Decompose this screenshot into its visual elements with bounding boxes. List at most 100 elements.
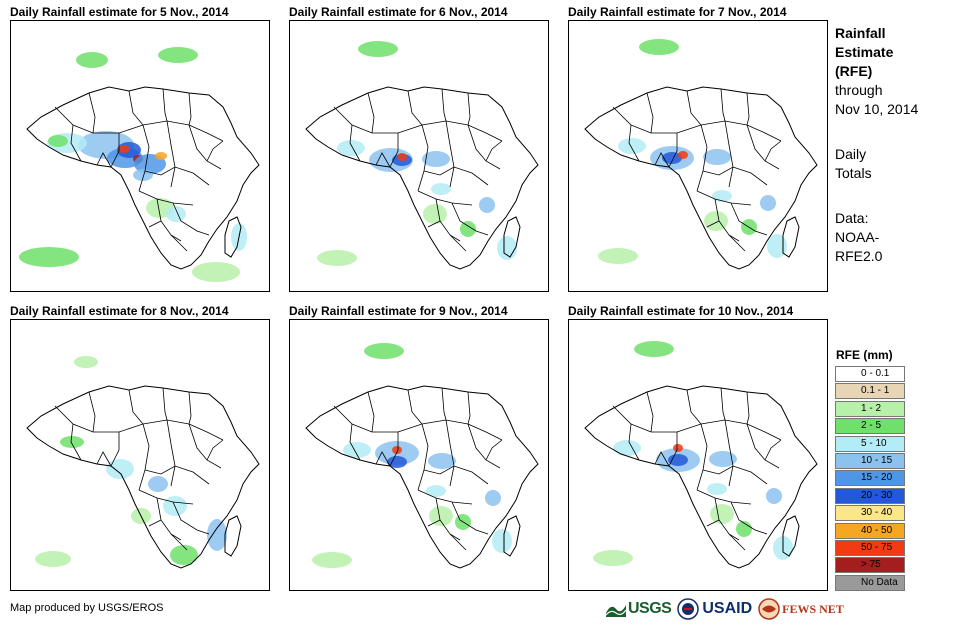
usgs-logo: USGS	[606, 600, 672, 618]
country-border	[138, 190, 194, 206]
legend-swatch	[835, 470, 905, 487]
rainfall-area	[155, 152, 167, 160]
country-border	[702, 166, 768, 186]
rainfall-area	[429, 506, 453, 526]
legend-label: 1 - 2	[861, 402, 882, 414]
country-border	[389, 133, 399, 168]
madagascar-outline	[224, 515, 242, 557]
africa-coastline	[584, 86, 818, 270]
rainfall-area	[593, 550, 633, 566]
rainfall-map	[26, 356, 260, 569]
rainfall-area	[19, 247, 79, 267]
country-border	[451, 202, 489, 236]
country-border	[162, 387, 168, 421]
country-border	[467, 92, 503, 142]
rainfall-area	[337, 140, 365, 156]
country-border	[696, 489, 752, 505]
rainfall-area	[704, 211, 728, 231]
rainfall-area	[74, 356, 98, 368]
side-info: Rainfall Estimate (RFE) through Nov 10, …	[835, 24, 965, 280]
country-border	[156, 198, 182, 242]
rainfall-area	[673, 444, 683, 452]
country-border	[449, 234, 467, 252]
country-border	[148, 519, 162, 527]
country-border	[138, 423, 150, 491]
rainfall-area	[497, 236, 517, 260]
map-panel-5-nov	[10, 20, 270, 292]
country-border	[764, 439, 782, 461]
country-border	[445, 419, 455, 487]
country-border	[188, 391, 224, 441]
legend-label: 30 - 40	[861, 507, 893, 519]
country-border	[188, 423, 222, 469]
country-border	[128, 90, 144, 126]
country-border	[206, 439, 224, 461]
country-border	[445, 120, 455, 188]
country-border	[96, 451, 112, 467]
country-border	[435, 497, 461, 541]
usaid-logo-text: USAID	[702, 600, 753, 617]
map-panel-10-nov	[568, 319, 828, 591]
madagascar-outline	[782, 515, 800, 557]
country-border	[54, 106, 190, 134]
rainfall-area	[48, 135, 68, 147]
map-panel-7-nov	[568, 20, 828, 292]
country-border	[70, 423, 82, 461]
country-border	[417, 423, 429, 491]
rainfall-area	[431, 183, 451, 195]
rainfall-area	[710, 504, 734, 524]
rainfall-area	[423, 204, 447, 224]
rainfall-map	[305, 343, 539, 569]
rainfall-area	[736, 521, 752, 537]
legend-swatch	[835, 522, 905, 539]
country-border	[389, 432, 399, 467]
country-border	[54, 405, 190, 433]
country-border	[417, 124, 429, 192]
side-title-line3: (RFE)	[835, 63, 873, 79]
legend-label: 5 - 10	[861, 437, 887, 449]
country-border	[70, 124, 82, 162]
country-border	[349, 124, 361, 162]
country-border	[88, 92, 96, 134]
rainfall-area	[598, 248, 638, 264]
country-border	[746, 391, 782, 441]
country-border	[188, 124, 222, 170]
rainfall-area	[460, 221, 476, 237]
legend-swatch	[835, 400, 905, 417]
rainfall-area	[767, 234, 787, 258]
rainfall-area	[35, 551, 71, 567]
legend-label: 50 - 75	[861, 541, 893, 553]
legend-label: 2 - 5	[861, 420, 882, 432]
side-daily: Daily	[835, 146, 867, 162]
country-border	[696, 423, 708, 491]
side-title-line1: Rainfall	[835, 25, 886, 41]
country-border	[714, 497, 740, 541]
rainfall-area	[317, 250, 357, 266]
legend-swatch	[835, 487, 905, 504]
country-border	[730, 202, 768, 236]
country-border	[375, 152, 391, 168]
country-border	[764, 140, 782, 162]
country-border	[367, 391, 375, 433]
rainfall-area	[207, 519, 227, 551]
country-border	[467, 391, 503, 441]
panel-title-7-nov: Daily Rainfall estimate for 7 Nov., 2014	[568, 5, 787, 19]
africa-coastline	[305, 86, 539, 270]
country-border	[423, 166, 489, 186]
rainfall-area	[668, 454, 688, 466]
rainfall-area	[387, 456, 407, 468]
country-border	[646, 391, 654, 433]
rainfall-area	[392, 446, 402, 454]
country-border	[138, 124, 150, 192]
rainfall-area	[158, 47, 198, 63]
country-border	[367, 92, 375, 134]
logos: USGS USAID FEWS NET	[606, 594, 844, 624]
rainfall-area	[613, 440, 641, 456]
country-border	[188, 92, 224, 142]
country-border	[696, 190, 752, 206]
usgs-wave-icon	[606, 605, 626, 617]
country-border	[206, 140, 224, 162]
country-border	[423, 465, 489, 485]
madagascar-outline	[782, 216, 800, 258]
legend-label: No Data	[861, 576, 898, 588]
